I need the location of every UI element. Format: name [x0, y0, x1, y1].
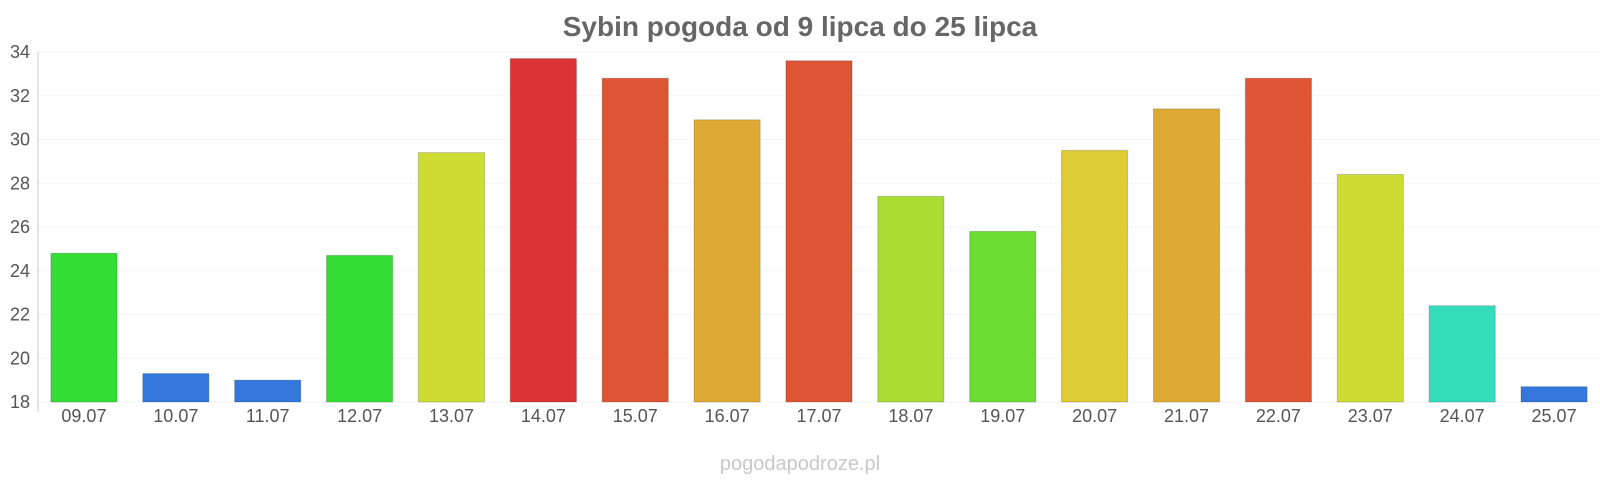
- y-tick-label: 22: [10, 305, 30, 325]
- x-tick-label: 17.07: [796, 406, 841, 426]
- bar-22.07: [1244, 77, 1312, 403]
- x-tick-label: 20.07: [1072, 406, 1117, 426]
- x-tick-label: 21.07: [1164, 406, 1209, 426]
- y-tick-label: 32: [10, 86, 30, 106]
- y-tick-label: 24: [10, 261, 30, 281]
- x-tick-label: 12.07: [337, 406, 382, 426]
- bar-21.07: [1152, 108, 1221, 403]
- y-tick-label: 28: [10, 173, 30, 193]
- x-tick-label: 14.07: [521, 406, 566, 426]
- source-label: pogodapodroze.pl: [720, 453, 880, 475]
- y-tick-label: 30: [10, 130, 30, 150]
- bar-13.07: [417, 152, 486, 403]
- y-tick-label: 20: [10, 348, 30, 368]
- x-tick-label: 09.07: [61, 406, 106, 426]
- bar-14.07: [509, 58, 577, 403]
- x-tick-label: 24.07: [1440, 406, 1485, 426]
- x-tick-label: 23.07: [1348, 406, 1393, 426]
- x-tick-label: 25.07: [1532, 406, 1577, 426]
- bars: [50, 58, 1588, 403]
- bar-18.07: [877, 195, 945, 403]
- bar-19.07: [969, 230, 1037, 403]
- bar-16.07: [693, 119, 761, 403]
- bar-12.07: [326, 254, 394, 403]
- bar-17.07: [785, 60, 853, 403]
- x-tick-label: 13.07: [429, 406, 474, 426]
- x-axis-ticks: 09.07 10.07 11.07 12.07 13.07 14.07 15.07 16.07…: [61, 406, 1576, 426]
- bar-10.07: [142, 373, 210, 403]
- bar-11.07: [234, 379, 302, 403]
- x-tick-label: 11.07: [246, 406, 290, 426]
- bar-20.07: [1061, 149, 1129, 403]
- x-tick-label: 16.07: [705, 406, 750, 426]
- x-tick-label: 15.07: [613, 406, 658, 426]
- x-tick-label: 10.07: [153, 406, 198, 426]
- bar-25.07: [1520, 386, 1588, 403]
- x-tick-label: 22.07: [1256, 406, 1301, 426]
- y-axis-ticks: 18 20 22 24 26 28 30 32 34: [10, 42, 30, 412]
- chart-title: Sybin pogoda od 9 lipca do 25 lipca: [563, 11, 1038, 42]
- y-tick-label: 26: [10, 217, 30, 237]
- y-tick-label: 34: [10, 42, 30, 62]
- x-tick-label: 19.07: [980, 406, 1025, 426]
- bar-15.07: [601, 77, 669, 403]
- bar-23.07: [1336, 174, 1404, 403]
- y-tick-label: 18: [10, 392, 30, 412]
- bar-09.07: [50, 252, 118, 403]
- x-tick-label: 18.07: [888, 406, 933, 426]
- bar-24.07: [1428, 305, 1496, 403]
